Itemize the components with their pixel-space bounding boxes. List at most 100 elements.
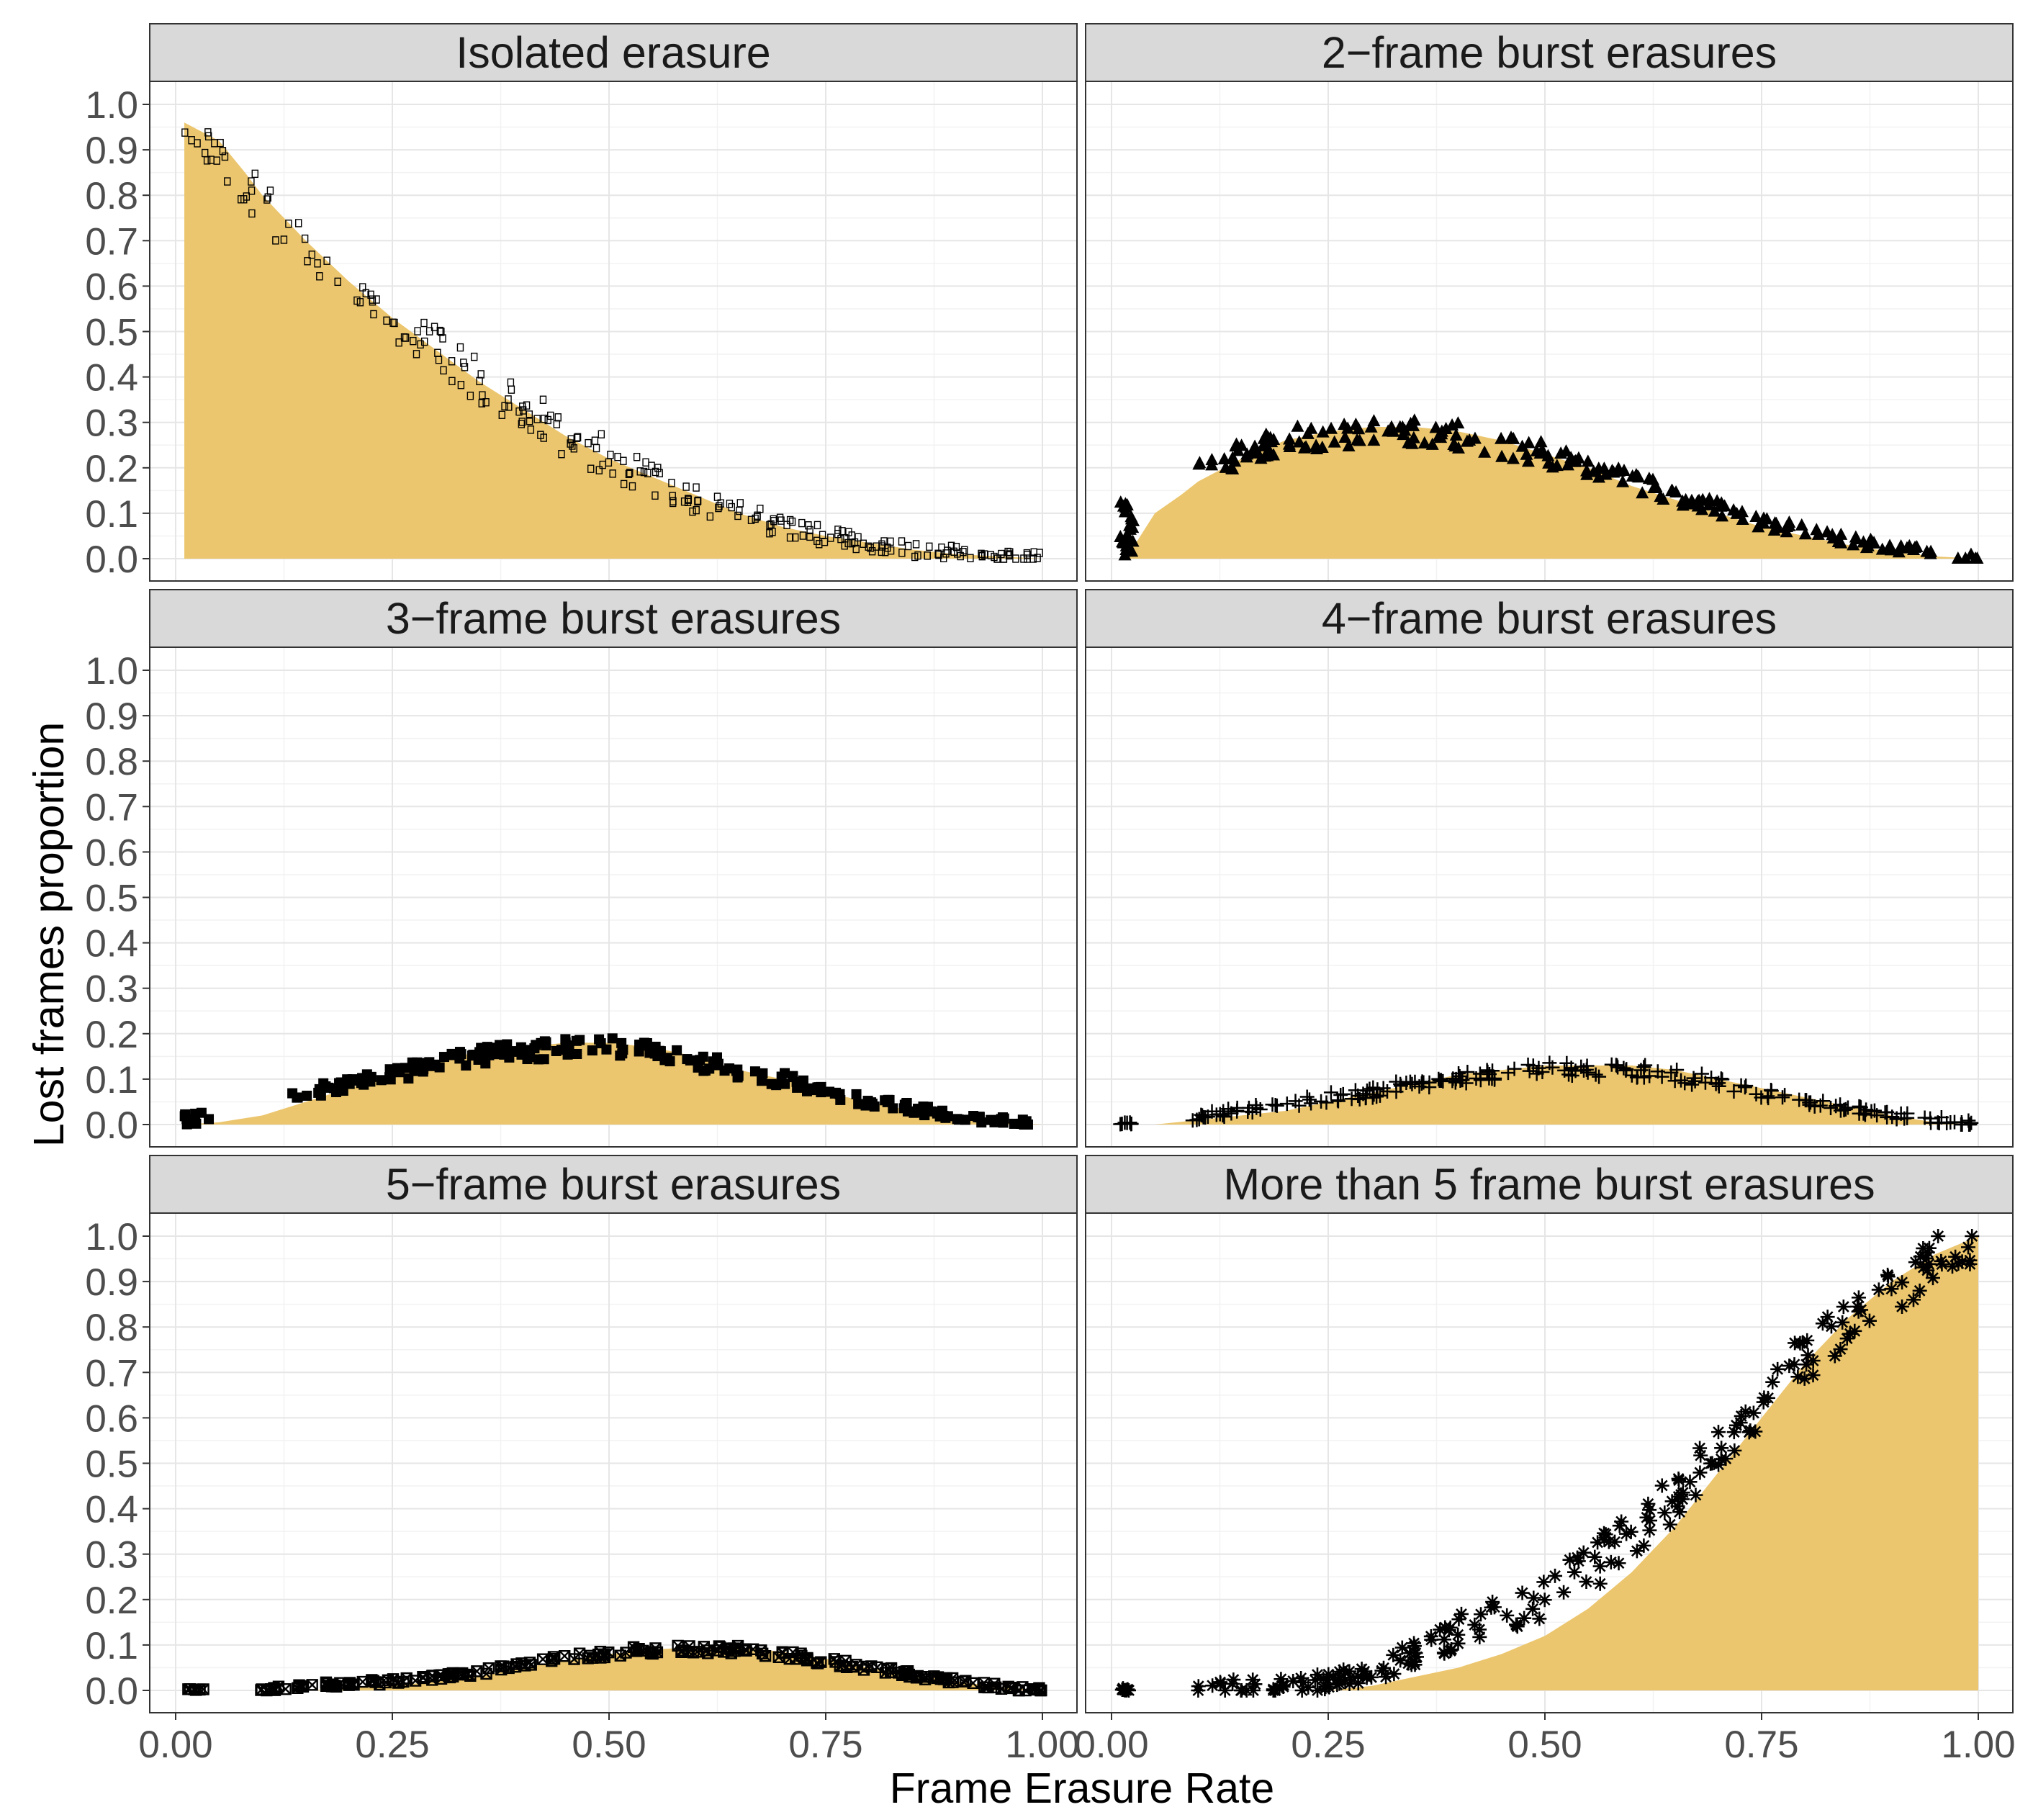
data-point (1410, 1649, 1424, 1664)
data-point (440, 366, 447, 375)
facet-5: 5−frame burst erasures0.00.10.20.30.40.5… (85, 1155, 1080, 1766)
data-point (585, 438, 592, 448)
data-point (224, 177, 231, 186)
data-point (1342, 438, 1356, 451)
data-point (251, 169, 258, 179)
data-point (1248, 439, 1262, 452)
data-point (1367, 433, 1381, 446)
data-point (947, 541, 955, 550)
data-point (706, 512, 714, 521)
data-point (1580, 1065, 1595, 1080)
data-point (1955, 1117, 1970, 1132)
data-point (898, 537, 906, 546)
data-point (427, 1060, 438, 1071)
data-point (587, 1045, 598, 1056)
data-point (342, 1677, 355, 1690)
data-point (391, 318, 398, 328)
facet-1: Isolated erasure 0.00.10.20.30.40.50.60.7… (85, 23, 1078, 582)
data-point (926, 542, 933, 551)
data-point (626, 469, 634, 477)
data-point (1521, 454, 1535, 467)
data-point (1864, 532, 1878, 545)
data-point (904, 541, 912, 551)
data-point (1402, 1074, 1417, 1089)
data-point (813, 521, 821, 530)
data-point (1760, 1390, 1775, 1405)
data-point (400, 333, 408, 342)
data-point (1451, 1636, 1466, 1651)
data-point (1793, 1335, 1808, 1351)
data-point (1708, 504, 1721, 517)
data-point (1515, 1585, 1530, 1600)
data-point (806, 526, 813, 535)
data-point (937, 1105, 947, 1116)
data-point (520, 406, 527, 415)
data-point (438, 1052, 449, 1063)
data-point (1726, 1425, 1741, 1440)
facet-title: More than 5 frame burst erasures (1223, 1160, 1875, 1209)
data-point (682, 1054, 693, 1065)
data-point (630, 1645, 643, 1657)
data-point (776, 513, 784, 522)
data-point (497, 1660, 510, 1672)
data-point (896, 1669, 909, 1681)
data-point (967, 554, 974, 562)
data-point (1754, 1090, 1769, 1105)
x-tick-label: 1.00 (1941, 1724, 2015, 1766)
data-point (616, 1037, 627, 1048)
y-tick-label: 0.5 (85, 1443, 138, 1486)
data-point (771, 1080, 782, 1091)
data-point (788, 517, 796, 526)
facet-4: 4−frame burst erasures (1085, 589, 2014, 1148)
data-point (694, 496, 702, 505)
data-point (1453, 1606, 1469, 1621)
data-point (1124, 512, 1138, 525)
data-point (986, 1114, 996, 1125)
data-point (306, 1679, 318, 1691)
data-point (1775, 1090, 1790, 1105)
data-point (1649, 479, 1663, 492)
data-point (614, 1649, 627, 1662)
data-point (1381, 424, 1395, 437)
data-point (292, 1092, 302, 1103)
data-point (1908, 1255, 1923, 1270)
data-point (1405, 1076, 1420, 1091)
facet-title: 5−frame burst erasures (386, 1160, 841, 1209)
data-point (1272, 1680, 1287, 1695)
data-point (1407, 1657, 1423, 1672)
data-point (1749, 509, 1763, 522)
y-tick-label: 0.7 (85, 786, 138, 829)
facet-strip (149, 1155, 1078, 1214)
data-point (1948, 1249, 1963, 1264)
data-point (1727, 1443, 1742, 1458)
data-point (1780, 525, 1793, 538)
data-point (595, 466, 603, 474)
data-point (1734, 1408, 1749, 1423)
data-point (1900, 1110, 1915, 1125)
data-point (1267, 448, 1281, 461)
data-point (934, 1672, 947, 1685)
data-point (1191, 1679, 1206, 1694)
data-point (1348, 1083, 1363, 1098)
data-point (1642, 1523, 1657, 1538)
data-point (587, 464, 595, 473)
data-point (474, 1047, 485, 1058)
data-point (827, 533, 834, 542)
data-point (1309, 438, 1323, 451)
data-point (1564, 1062, 1579, 1077)
data-point (1437, 1646, 1452, 1661)
data-point (1304, 1096, 1319, 1111)
data-point (651, 1646, 664, 1659)
data-point (1710, 1425, 1726, 1440)
data-point (952, 542, 960, 551)
data-point (1693, 1448, 1708, 1463)
data-point (732, 1072, 743, 1083)
data-point (1495, 431, 1508, 444)
data-point (460, 359, 467, 367)
data-point (887, 546, 895, 555)
density-area (1120, 427, 1978, 559)
data-point (1669, 1063, 1685, 1078)
data-point (1404, 416, 1417, 429)
data-point (1556, 1585, 1572, 1600)
data-point (1675, 1485, 1690, 1500)
